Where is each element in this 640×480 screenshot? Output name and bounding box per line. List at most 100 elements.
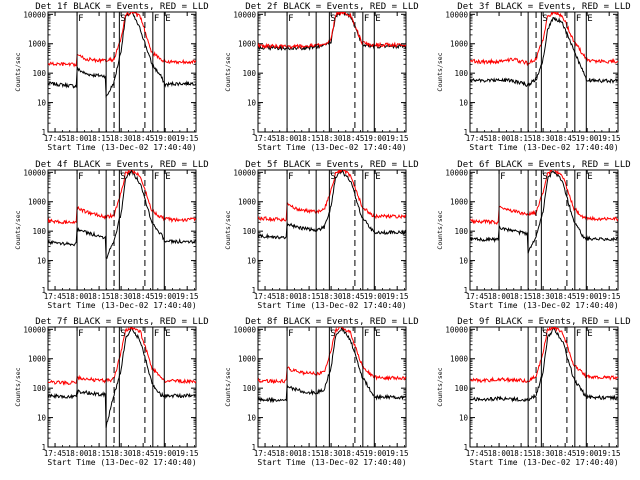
- series-line-events: [470, 16, 618, 87]
- x-tick-label: 19:00: [576, 449, 599, 458]
- flag-label: S: [542, 172, 547, 182]
- x-tick-label: 18:00: [66, 134, 89, 143]
- panel-title: Det 7f BLACK = Events, RED = LLD: [35, 317, 208, 327]
- x-tick-label: 18:45: [132, 292, 155, 301]
- x-tick-label: 18:30: [532, 292, 555, 301]
- x-tick-label: 19:15: [386, 134, 409, 143]
- y-tick-label: 10: [247, 99, 257, 108]
- x-tick-label: 18:30: [110, 134, 133, 143]
- y-axis-label: Counts/sec: [224, 367, 232, 406]
- x-tick-label: 19:15: [176, 292, 199, 301]
- y-axis-label: Counts/sec: [436, 210, 444, 249]
- x-axis-label: Start Time (13-Dec-02 17:40:40): [47, 458, 196, 467]
- y-tick-label: 1: [41, 286, 46, 295]
- y-tick-label: 10: [247, 257, 257, 266]
- flag-label: F: [78, 172, 83, 182]
- flag-label: F: [364, 329, 369, 339]
- x-tick-label: 19:00: [364, 134, 387, 143]
- x-axis-label: Start Time (13-Dec-02 17:40:40): [257, 143, 406, 152]
- x-tick-label: 18:00: [66, 449, 89, 458]
- y-tick-label: 10000: [233, 325, 256, 334]
- series-line-lld: [258, 327, 406, 385]
- flag-label: E: [165, 14, 170, 24]
- x-tick-label: 19:15: [598, 134, 621, 143]
- x-tick-label: 18:00: [276, 292, 299, 301]
- x-tick-label: 18:15: [88, 292, 111, 301]
- flag-label: S: [542, 329, 547, 339]
- x-tick-label: 18:30: [110, 449, 133, 458]
- y-tick-label: 1: [41, 128, 46, 137]
- y-tick-label: 100: [32, 69, 46, 78]
- y-tick-label: 10: [459, 257, 469, 266]
- x-tick-label: 19:15: [386, 449, 409, 458]
- flag-label: E: [375, 329, 380, 339]
- x-tick-label: 17:45: [466, 449, 489, 458]
- flag-label: E: [375, 172, 380, 182]
- series-line-lld: [48, 327, 196, 386]
- y-tick-label: 10: [37, 257, 47, 266]
- x-tick-label: 17:45: [254, 134, 277, 143]
- x-tick-label: 18:45: [342, 292, 365, 301]
- x-tick-label: 18:00: [276, 134, 299, 143]
- x-tick-label: 19:00: [154, 134, 177, 143]
- y-tick-label: 10000: [445, 325, 468, 334]
- y-tick-label: 10: [459, 414, 469, 423]
- x-tick-label: 19:15: [176, 449, 199, 458]
- x-tick-label: 18:45: [342, 449, 365, 458]
- y-tick-label: 100: [242, 384, 256, 393]
- y-tick-label: 100: [32, 384, 46, 393]
- y-tick-label: 10000: [23, 10, 46, 19]
- series-line-events: [48, 170, 196, 260]
- plot-frame: [469, 11, 619, 133]
- y-axis-label: Counts/sec: [14, 367, 22, 406]
- x-tick-label: 19:15: [598, 449, 621, 458]
- flag-label: S: [542, 14, 547, 24]
- panel-det-6: Det 6f BLACK = Events, RED = LLD 1 10 100 10…: [436, 160, 631, 310]
- x-tick-label: 18:45: [554, 449, 577, 458]
- flag-label: F: [288, 172, 293, 182]
- panel-det-3: Det 3f BLACK = Events, RED = LLD 1 10 100 10…: [436, 2, 631, 152]
- x-tick-label: 19:15: [386, 292, 409, 301]
- x-tick-label: 18:45: [132, 134, 155, 143]
- y-tick-label: 1000: [450, 40, 469, 49]
- panel-det-8: Det 8f BLACK = Events, RED = LLD 1 10 100 10…: [224, 317, 419, 467]
- series-line-lld: [48, 170, 196, 225]
- flag-label: F: [288, 14, 293, 24]
- flag-label: F: [364, 172, 369, 182]
- x-tick-label: 18:00: [488, 292, 511, 301]
- series-line-events: [470, 170, 618, 254]
- y-axis-label: Counts/sec: [14, 52, 22, 91]
- series-line-events: [48, 327, 196, 428]
- y-tick-label: 1000: [450, 355, 469, 364]
- panel-title: Det 1f BLACK = Events, RED = LLD: [35, 2, 208, 12]
- x-tick-label: 18:00: [488, 134, 511, 143]
- flag-label: F: [500, 172, 505, 182]
- panel-det-5: Det 5f BLACK = Events, RED = LLD 1 10 100 10…: [224, 160, 419, 310]
- y-tick-label: 1000: [28, 40, 47, 49]
- y-tick-label: 10000: [445, 10, 468, 19]
- x-tick-label: 17:45: [44, 134, 67, 143]
- plot-frame: [47, 11, 197, 133]
- y-tick-label: 1000: [28, 355, 47, 364]
- flag-label: F: [364, 14, 369, 24]
- y-tick-label: 100: [242, 69, 256, 78]
- flag-label: S: [120, 329, 125, 339]
- panel-title: Det 6f BLACK = Events, RED = LLD: [457, 160, 630, 170]
- panel-det-1: Det 1f BLACK = Events, RED = LLD 1 10 100 10…: [14, 2, 209, 152]
- x-tick-label: 18:30: [320, 292, 343, 301]
- x-tick-label: 17:45: [254, 449, 277, 458]
- x-tick-label: 18:15: [298, 292, 321, 301]
- series-line-lld: [470, 327, 618, 384]
- flag-label: F: [154, 14, 159, 24]
- y-tick-label: 100: [454, 384, 468, 393]
- y-tick-label: 1: [251, 443, 256, 452]
- x-tick-label: 18:30: [532, 449, 555, 458]
- x-tick-label: 18:15: [88, 449, 111, 458]
- flag-label: F: [576, 329, 581, 339]
- plot-frame: [47, 169, 197, 291]
- flag-label: S: [330, 172, 335, 182]
- x-tick-label: 18:15: [88, 134, 111, 143]
- flag-label: F: [288, 329, 293, 339]
- y-tick-label: 100: [454, 69, 468, 78]
